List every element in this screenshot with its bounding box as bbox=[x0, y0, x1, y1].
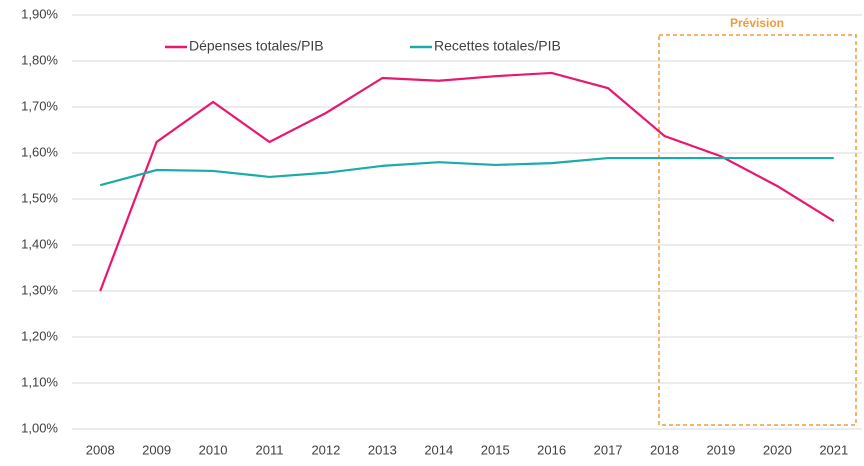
series-line bbox=[99, 156, 834, 187]
y-tick-label: 1,60% bbox=[21, 144, 58, 159]
x-tick-label: 2009 bbox=[142, 442, 171, 457]
x-tick-label: 2021 bbox=[819, 442, 848, 457]
y-tick-label: 1,30% bbox=[21, 282, 58, 297]
forecast-box bbox=[658, 34, 857, 426]
x-tick-label: 2014 bbox=[424, 442, 453, 457]
x-tick-label: 2017 bbox=[594, 442, 623, 457]
legend-label: Dépenses totales/PIB bbox=[189, 38, 324, 54]
x-tick-label: 2011 bbox=[256, 442, 284, 457]
series-line bbox=[99, 71, 835, 292]
x-tick-label: 2018 bbox=[650, 442, 679, 457]
x-tick-label: 2010 bbox=[199, 442, 228, 457]
x-tick-label: 2008 bbox=[86, 442, 115, 457]
y-tick-label: 1,40% bbox=[21, 236, 58, 251]
y-tick-label: 1,20% bbox=[21, 328, 58, 343]
y-tick-label: 1,50% bbox=[21, 190, 58, 205]
y-tick-label: 1,70% bbox=[21, 98, 58, 113]
legend-label: Recettes totales/PIB bbox=[434, 38, 561, 54]
x-tick-label: 2012 bbox=[311, 442, 340, 457]
y-tick-label: 1,80% bbox=[21, 52, 58, 67]
x-tick-label: 2013 bbox=[368, 442, 397, 457]
x-tick-label: 2015 bbox=[481, 442, 510, 457]
x-tick-label: 2016 bbox=[537, 442, 566, 457]
annotation: Prévision bbox=[730, 16, 784, 30]
y-tick-label: 1,10% bbox=[21, 374, 58, 389]
x-tick-label: 2020 bbox=[763, 442, 792, 457]
y-tick-label: 1,90% bbox=[21, 6, 58, 21]
x-tick-label: 2019 bbox=[706, 442, 735, 457]
y-tick-label: 1,00% bbox=[21, 420, 58, 435]
